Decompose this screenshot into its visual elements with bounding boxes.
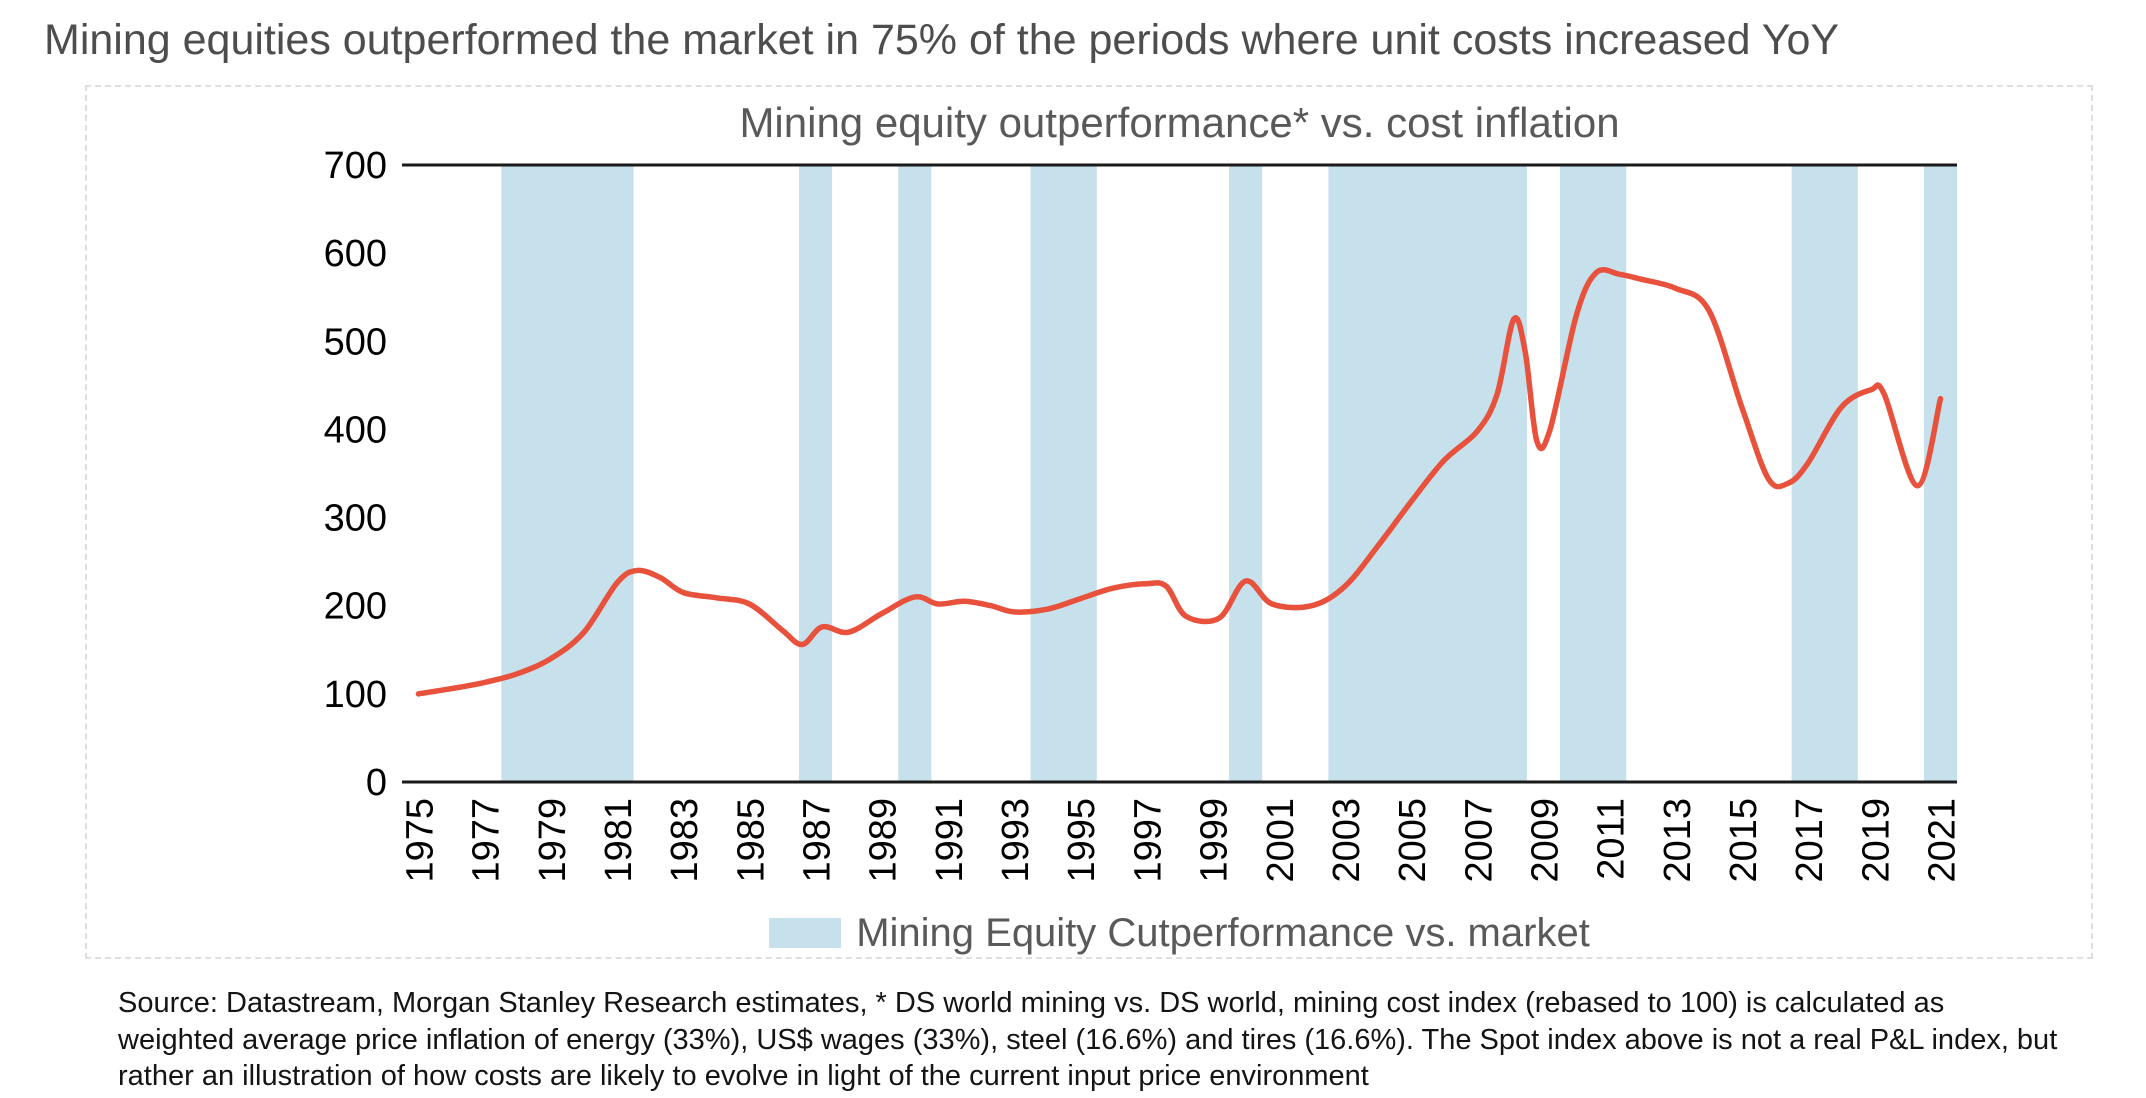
outperformance-band — [799, 165, 833, 783]
outperformance-band — [1328, 165, 1527, 783]
x-axis-tick-label: 1985 — [730, 798, 772, 883]
cost-index-line — [415, 267, 1944, 697]
chart-panel: Mining equity outperformance* vs. cost i… — [85, 85, 2093, 959]
outperformance-band — [1229, 165, 1263, 783]
y-axis-tick-label: 400 — [324, 410, 387, 452]
x-axis-tick-label: 2001 — [1260, 798, 1302, 883]
cost-inflation-plot: 0 100 200 300 400 500 600 700 1975 1977 1979 1981 19… — [324, 151, 1961, 883]
legend-label: Mining Equity Cutperformance vs. market — [856, 910, 1590, 955]
y-axis-tick-label: 100 — [324, 674, 387, 716]
x-axis-tick-label: 1991 — [929, 798, 971, 883]
y-axis-tick-label: 0 — [366, 762, 387, 804]
x-axis-tick-label: 1995 — [1061, 798, 1103, 883]
x-axis-tick-label: 1977 — [466, 798, 508, 883]
x-axis-tick-label: 2015 — [1723, 798, 1765, 883]
x-axis-tick-label: 2013 — [1657, 798, 1699, 883]
outperformance-band — [1030, 165, 1097, 783]
outperformance-band — [1923, 165, 1957, 783]
y-axis-tick-label: 500 — [324, 322, 387, 364]
x-axis-tick-label: 1983 — [664, 798, 706, 883]
chart-legend: Mining Equity Cutperformance vs. market — [402, 909, 1957, 957]
x-axis-tick-label: 1979 — [532, 798, 574, 883]
outperformance-band — [501, 165, 634, 783]
y-axis-tick-label: 200 — [324, 586, 387, 628]
x-axis-tick-label: 2007 — [1458, 798, 1500, 883]
x-axis-tick-label: 1993 — [995, 798, 1037, 883]
x-axis-tick-label: 1981 — [598, 798, 640, 883]
chart-title: Mining equity outperformance* vs. cost i… — [739, 99, 1620, 146]
x-axis-tick-label: 1975 — [400, 798, 442, 883]
x-axis-tick-label: 2011 — [1591, 798, 1633, 880]
x-axis-tick-label: 1999 — [1194, 798, 1236, 883]
x-axis-tick-label: 2017 — [1789, 798, 1831, 883]
x-axis-tick-label: 2009 — [1524, 798, 1566, 883]
y-axis-tick-label: 300 — [324, 498, 387, 540]
outperformance-band — [1560, 165, 1627, 783]
legend-swatch — [769, 918, 842, 949]
x-axis-tick-label: 1989 — [863, 798, 905, 883]
page-title: Mining equities outperformed the market … — [44, 16, 1840, 64]
x-axis-tick-label: 2021 — [1922, 798, 1961, 883]
y-axis-tick-label: 700 — [324, 151, 387, 187]
x-axis-tick-label: 2019 — [1855, 798, 1897, 883]
y-axis-tick-label: 600 — [324, 233, 387, 275]
x-axis-tick-label: 1997 — [1127, 798, 1169, 883]
source-note: Source: Datastream, Morgan Stanley Resea… — [118, 987, 2058, 1093]
x-axis-tick-label: 2005 — [1392, 798, 1434, 883]
x-axis-tick-label: 1987 — [797, 798, 839, 883]
x-axis-tick-label: 2003 — [1326, 798, 1368, 883]
outperformance-band — [898, 165, 932, 783]
